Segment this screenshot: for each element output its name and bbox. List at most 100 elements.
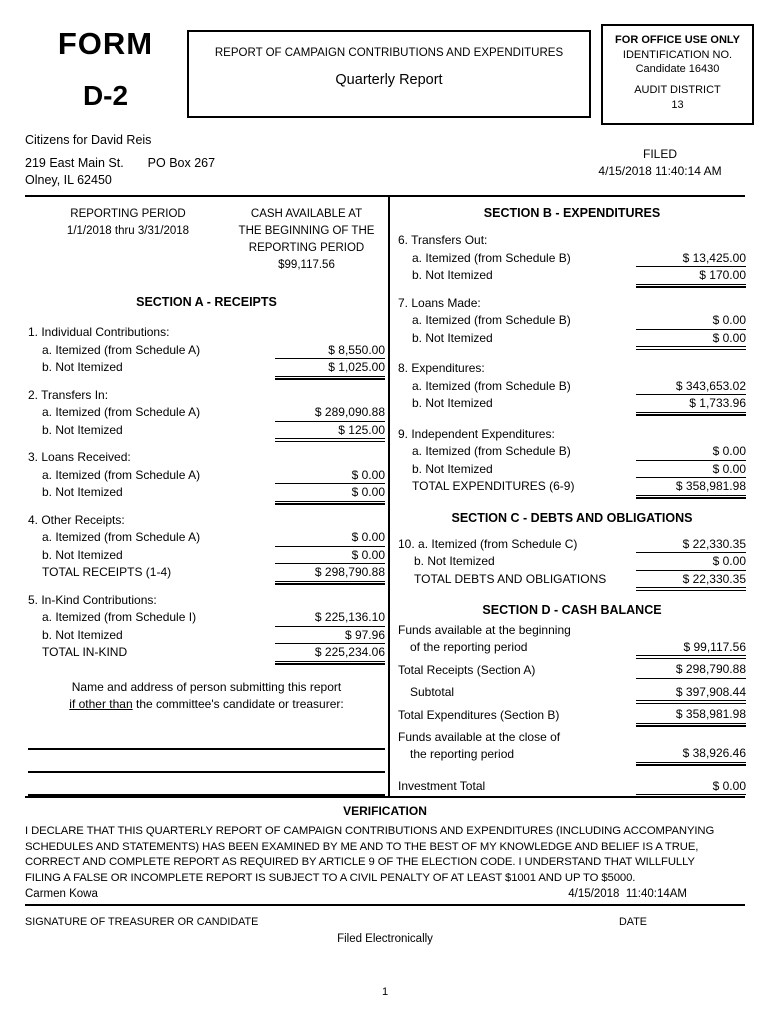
item-label: a. Itemized (from Schedule B) (412, 250, 571, 265)
item-amount: $ 1,733.96 (636, 395, 746, 415)
committee-address-line1: 219 East Main St. PO Box 267 (25, 155, 215, 172)
signer-name: Carmen Kowa (25, 888, 98, 900)
submitter-note-underlined: if other than (69, 697, 133, 711)
item-label: 10. a. Itemized (from Schedule C) (398, 536, 578, 551)
item-label-line2: of the reporting period (410, 640, 528, 654)
item-label: b. Not Itemized (414, 554, 495, 568)
line-item-7: 7. Loans Made: (398, 295, 746, 313)
line-item-3: 3. Loans Received: (28, 449, 385, 467)
line-item-6b: b. Not Itemized $ 170.00 (398, 267, 746, 287)
report-title: REPORT OF CAMPAIGN CONTRIBUTIONS AND EXP… (214, 47, 564, 59)
investment-total-row: Investment Total $ 0.00 (398, 778, 746, 795)
verification-line: I DECLARE THAT THIS QUARTERLY REPORT OF … (25, 825, 715, 837)
item-amount: $ 0.00 (636, 461, 746, 478)
line-item-5b: b. Not Itemized $ 97.96 (28, 627, 385, 644)
filed-label: FILED (642, 147, 677, 161)
item-amount: $ 358,981.98 (636, 706, 746, 726)
item-amount: $ 170.00 (636, 267, 746, 287)
item-label: Funds available at the beginning of the … (398, 622, 636, 656)
line-item-3b: b. Not Itemized $ 0.00 (28, 484, 385, 504)
verification-line: FILING A FALSE OR INCOMPLETE REPORT IS S… (25, 871, 636, 884)
identification-value: Candidate 16430 (635, 63, 720, 75)
report-subtitle: Quarterly Report (335, 72, 443, 88)
item-amount: $ 225,234.06 (275, 644, 385, 664)
cash-available-block: CASH AVAILABLE AT THE BEGINNING OF THE R… (228, 206, 385, 274)
item-label: a. Itemized (from Schedule A) (42, 467, 201, 482)
left-column: REPORTING PERIOD 1/1/2018 thru 3/31/2018… (28, 206, 385, 796)
cash-available-value: $99,117.56 (278, 259, 335, 271)
item-amount: $ 0.00 (275, 484, 385, 504)
section-b-title: SECTION B - EXPENDITURES (483, 206, 661, 220)
item-label: 2. Transfers In: (28, 387, 109, 402)
signature-captions: SIGNATURE OF TREASURER OR CANDIDATE DATE (25, 916, 745, 928)
item-label-line1: Funds available at the close of (398, 729, 561, 744)
filed-block: FILED 4/15/2018 11:40:14 AM (565, 146, 755, 179)
item-label: TOTAL EXPENDITURES (6-9) (412, 479, 575, 493)
blank-line (28, 747, 385, 750)
item-label: Investment Total (398, 779, 486, 793)
section-d-title: SECTION D - CASH BALANCE (482, 603, 662, 617)
item-amount: $ 8,550.00 (275, 342, 385, 359)
blank-line (28, 793, 385, 796)
item-amount: $ 22,330.35 (636, 536, 746, 553)
item-label: Total Expenditures (Section B) (398, 707, 560, 722)
date-caption: DATE (619, 916, 647, 928)
submitter-note-line1: Name and address of person submitting th… (71, 679, 342, 694)
total-debts-row: TOTAL DEBTS AND OBLIGATIONS $ 22,330.35 (398, 571, 746, 591)
item-label: a. Itemized (from Schedule B) (412, 444, 571, 458)
item-label: Subtotal (410, 685, 455, 699)
subtotal-row: Subtotal $ 397,908.44 (398, 684, 746, 704)
committee-address-line2: Olney, IL 62450 (25, 173, 112, 187)
item-label: b. Not Itemized (412, 461, 493, 476)
verification-line: SCHEDULES AND STATEMENTS) HAS BEEN EXAMI… (25, 840, 699, 853)
header-divider (25, 195, 745, 197)
item-label: 8. Expenditures: (398, 361, 485, 375)
item-label: b. Not Itemized (42, 422, 123, 437)
item-label: b. Not Itemized (412, 268, 493, 282)
reporting-period-value: 1/1/2018 thru 3/31/2018 (66, 225, 190, 237)
cash-available-label-1: CASH AVAILABLE AT (250, 208, 363, 220)
signed-datetime: 4/15/2018 11:40:14AM (568, 888, 687, 900)
item-label: b. Not Itemized (42, 627, 123, 642)
line-item-7b: b. Not Itemized $ 0.00 (398, 330, 746, 350)
item-amount: $ 0.00 (275, 529, 385, 547)
line-item-5: 5. In-Kind Contributions: (28, 592, 385, 610)
item-amount: $ 0.00 (636, 553, 746, 571)
item-label: TOTAL RECEIPTS (1-4) (42, 565, 172, 579)
line-item-8b: b. Not Itemized $ 1,733.96 (398, 395, 746, 415)
cash-balance-close-row: Funds available at the close of the repo… (398, 729, 746, 765)
item-amount: $ 38,926.46 (636, 745, 746, 765)
line-item-10a: 10. a. Itemized (from Schedule C) $ 22,33… (398, 536, 746, 553)
total-receipts-row: TOTAL RECEIPTS (1-4) $ 298,790.88 (28, 564, 385, 584)
form-id-block: FORM D-2 (38, 26, 173, 112)
section-a-title: SECTION A - RECEIPTS (136, 295, 277, 309)
item-label: 3. Loans Received: (28, 450, 131, 464)
line-item-1: 1. Individual Contributions: (28, 324, 385, 342)
submitter-note: Name and address of person submitting th… (28, 679, 385, 714)
line-item-5a: a. Itemized (from Schedule I) $ 225,136.1… (28, 609, 385, 627)
item-label: b. Not Itemized (42, 547, 123, 562)
line-item-7a: a. Itemized (from Schedule B) $ 0.00 (398, 312, 746, 330)
item-amount: $ 298,790.88 (275, 564, 385, 584)
line-item-2a: a. Itemized (from Schedule A) $ 289,090.8… (28, 404, 385, 422)
line-item-9: 9. Independent Expenditures: (398, 426, 746, 444)
item-label: a. Itemized (from Schedule A) (42, 342, 201, 357)
item-amount: $ 0.00 (636, 330, 746, 350)
item-label: b. Not Itemized (42, 485, 123, 499)
item-amount: $ 13,425.00 (636, 250, 746, 267)
total-expenditures-row: TOTAL EXPENDITURES (6-9) $ 358,981.98 (398, 478, 746, 498)
item-amount: $ 99,117.56 (636, 639, 746, 659)
item-amount: $ 97.96 (275, 627, 385, 644)
line-item-2b: b. Not Itemized $ 125.00 (28, 422, 385, 442)
item-amount: $ 0.00 (636, 443, 746, 461)
item-label-line2: the reporting period (410, 746, 515, 761)
item-label: a. Itemized (from Schedule A) (42, 530, 201, 544)
line-item-6a: a. Itemized (from Schedule B) $ 13,425.00 (398, 250, 746, 267)
committee-name: Citizens for David Reis (25, 133, 152, 147)
identification-label: IDENTIFICATION NO. (622, 48, 733, 61)
item-label-line1: Funds available at the beginning (398, 623, 571, 637)
verification-title: VERIFICATION (343, 804, 427, 818)
line-item-1b: b. Not Itemized $ 1,025.00 (28, 359, 385, 379)
item-label: 4. Other Receipts: (28, 512, 125, 527)
committee-street: 219 East Main St. (25, 156, 124, 170)
